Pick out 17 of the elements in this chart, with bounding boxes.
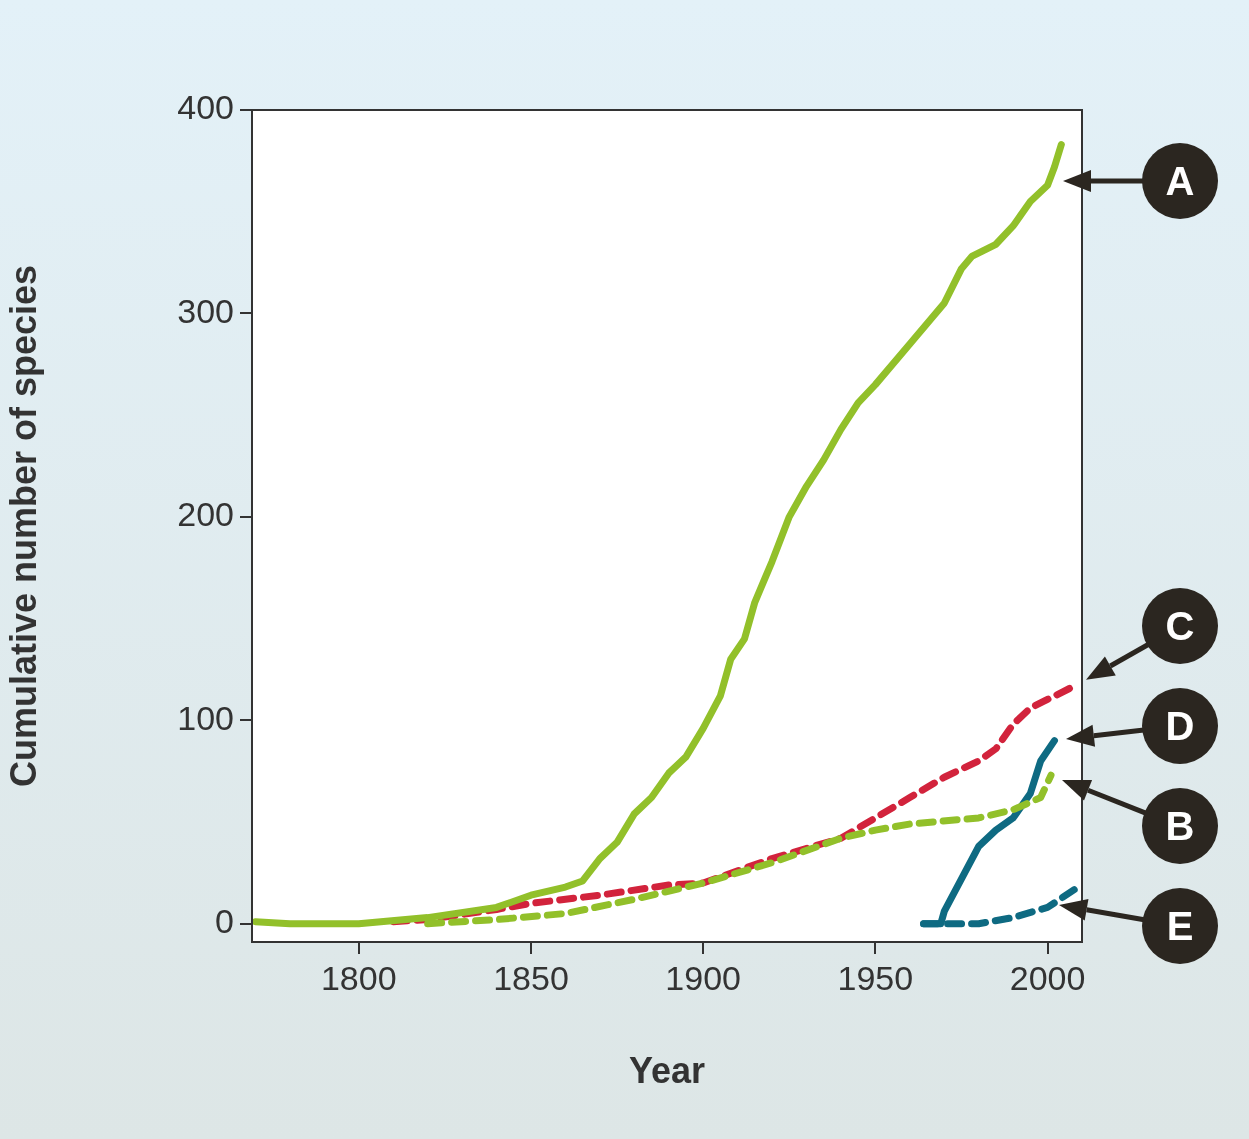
x-tick-label: 1850 [493,958,569,997]
y-tick-label: 300 [177,291,234,330]
y-tick-label: 400 [177,88,234,127]
y-tick-label: 100 [177,698,234,737]
x-axis-title: Year [628,1050,706,1092]
y-axis-title: Cumulative number of species [2,264,44,788]
annotation: E [1142,888,1218,965]
annotation: B [1142,788,1218,865]
annotation: C [1142,588,1218,665]
annotation: A [1142,143,1218,220]
x-tick-label: 2000 [1009,958,1086,997]
x-tick-label: 1800 [320,958,397,997]
x-tick-label: 1900 [665,958,741,997]
y-tick-label: 0 [215,902,234,941]
y-tick-label: 200 [177,495,234,534]
x-tick-label: 1950 [837,958,914,997]
annotation: D [1142,688,1218,765]
